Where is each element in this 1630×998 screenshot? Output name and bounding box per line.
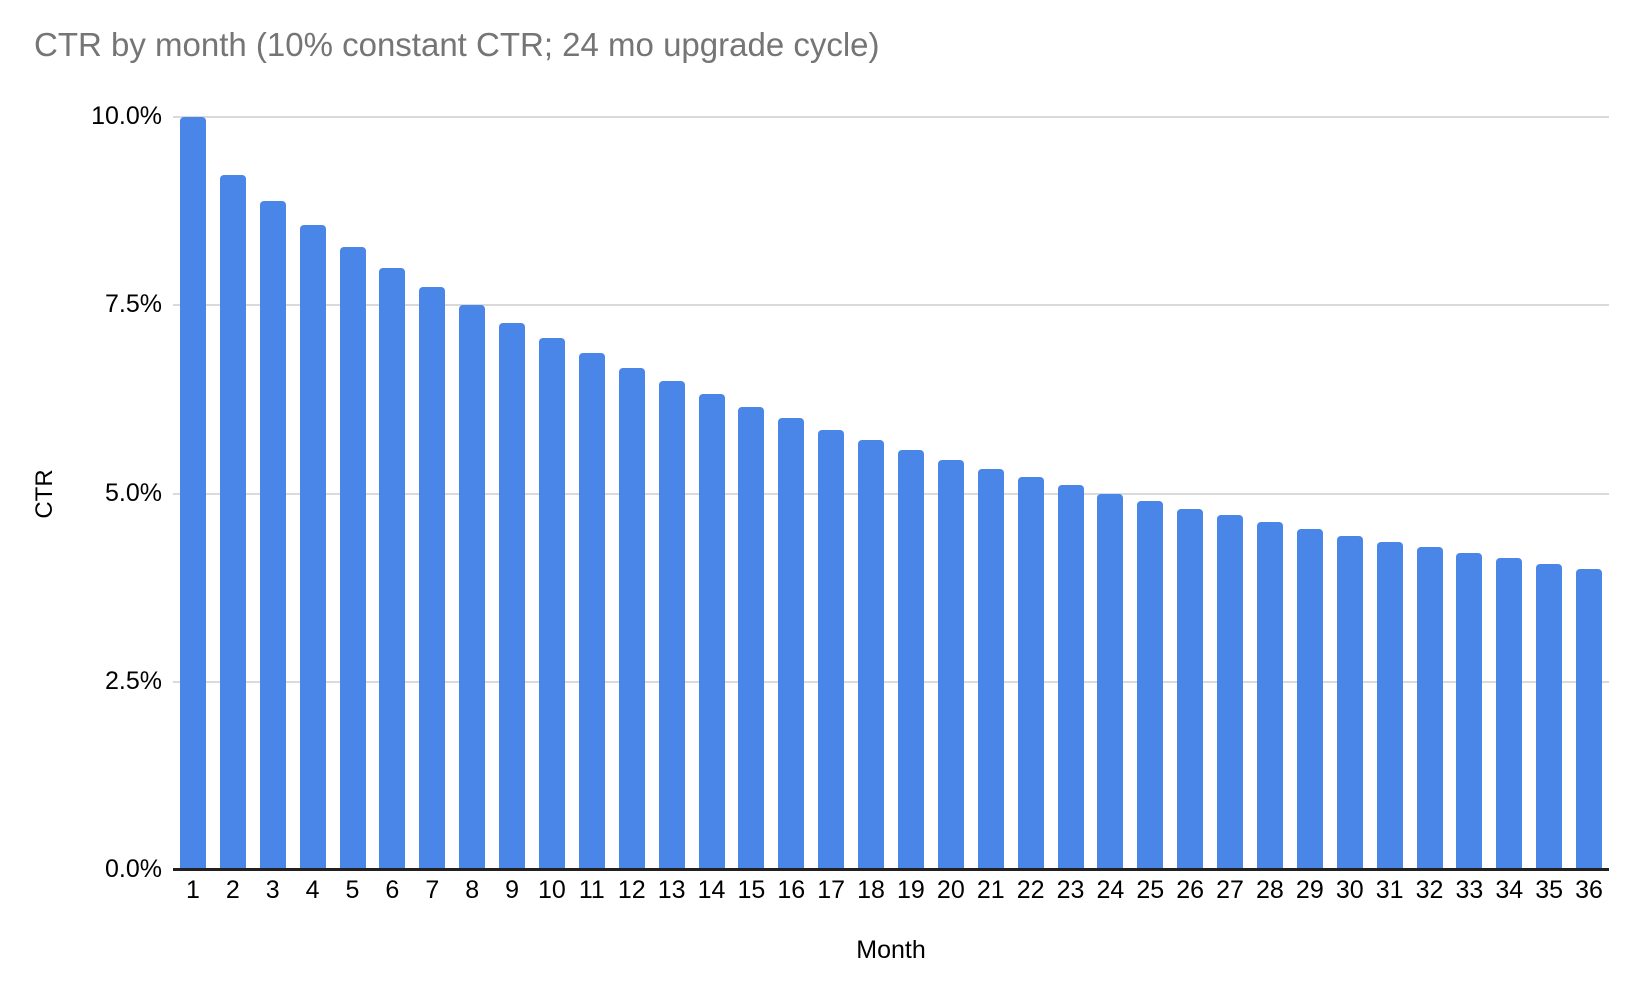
x-tick-label: 4 [305, 876, 320, 904]
bar-month-9[interactable] [499, 322, 526, 870]
x-tick-label: 9 [505, 876, 519, 904]
bar-month-34[interactable] [1496, 558, 1523, 870]
chart-title: CTR by month (10% constant CTR; 24 mo up… [34, 26, 880, 63]
gridline-2.5% [173, 680, 1609, 683]
x-axis-title: Month [856, 936, 926, 964]
bar-month-16[interactable] [778, 418, 805, 870]
bar-month-29[interactable] [1296, 528, 1323, 870]
x-tick-label: 18 [857, 876, 885, 904]
gridline-7.5% [173, 304, 1609, 307]
bar-month-32[interactable] [1416, 546, 1443, 870]
bar-month-24[interactable] [1097, 493, 1124, 870]
x-tick-label: 11 [578, 876, 605, 904]
x-tick-label: 30 [1335, 876, 1364, 904]
x-tick-label: 8 [465, 876, 480, 904]
bar-month-23[interactable] [1057, 485, 1084, 870]
x-tick-label: 3 [265, 876, 280, 904]
bar-month-8[interactable] [459, 305, 486, 870]
y-tick-label: 10.0% [91, 102, 162, 130]
bar-month-15[interactable] [738, 406, 765, 870]
gridline-5.0% [173, 492, 1609, 495]
x-tick-label: 36 [1575, 876, 1603, 904]
bar-month-28[interactable] [1256, 522, 1283, 870]
x-tick-label: 15 [737, 876, 766, 904]
x-axis-baseline [173, 868, 1609, 871]
bar-month-26[interactable] [1177, 508, 1204, 870]
x-tick-label: 5 [345, 876, 360, 904]
bar-month-5[interactable] [339, 246, 366, 870]
bar-month-19[interactable] [897, 449, 924, 870]
x-tick-label: 2 [225, 876, 240, 904]
x-tick-label: 29 [1295, 876, 1324, 904]
x-tick-label: 27 [1216, 876, 1244, 904]
x-tick-label: 22 [1016, 876, 1045, 904]
x-tick-label: 26 [1176, 876, 1205, 904]
x-tick-label: 23 [1056, 876, 1085, 904]
x-tick-label: 19 [897, 876, 925, 904]
x-tick-label: 14 [697, 876, 726, 904]
x-tick-label: 31 [1375, 876, 1404, 904]
x-tick-label: 17 [817, 876, 846, 904]
x-tick-label: 10 [538, 876, 566, 904]
bar-month-27[interactable] [1217, 515, 1244, 870]
x-tick-label: 21 [976, 876, 1005, 904]
x-tick-label: 32 [1415, 876, 1444, 904]
y-tick-label: 0.0% [105, 855, 162, 883]
x-tick-label: 7 [425, 876, 440, 904]
bar-month-22[interactable] [1017, 476, 1044, 870]
bar-month-1[interactable] [179, 117, 206, 870]
x-tick-label: 28 [1256, 876, 1284, 904]
bar-month-21[interactable] [977, 468, 1004, 870]
x-tick-label: 20 [936, 876, 965, 904]
y-tick-label: 7.5% [105, 290, 162, 319]
bar-month-13[interactable] [658, 381, 685, 870]
bar-month-14[interactable] [698, 394, 725, 870]
plot-area [173, 116, 1609, 871]
bar-month-3[interactable] [259, 200, 286, 870]
x-tick-label: 35 [1535, 876, 1564, 904]
bar-month-25[interactable] [1137, 501, 1164, 870]
x-tick-label: 6 [385, 876, 400, 904]
bar-month-18[interactable] [858, 440, 885, 870]
bar-month-6[interactable] [379, 267, 406, 870]
bar-month-36[interactable] [1576, 568, 1603, 870]
x-tick-label: 25 [1136, 876, 1165, 904]
x-tick-label: 12 [617, 876, 646, 904]
x-tick-label: 13 [657, 876, 686, 904]
x-tick-label: 1 [185, 876, 200, 904]
bar-month-33[interactable] [1456, 553, 1483, 870]
bar-month-17[interactable] [818, 429, 845, 870]
bar-month-4[interactable] [299, 224, 326, 870]
gridline-10.0% [173, 116, 1609, 118]
y-tick-label: 2.5% [105, 666, 162, 695]
x-tick-label: 16 [777, 876, 806, 904]
bar-month-31[interactable] [1376, 541, 1403, 870]
bar-month-12[interactable] [618, 367, 645, 870]
x-tick-label: 34 [1495, 876, 1524, 904]
y-tick-label: 5.0% [105, 478, 162, 507]
bar-month-11[interactable] [578, 353, 605, 870]
bar-month-20[interactable] [937, 459, 964, 870]
x-tick-label: 33 [1455, 876, 1484, 904]
bar-month-35[interactable] [1536, 563, 1563, 870]
bar-month-10[interactable] [538, 338, 565, 870]
bar-month-30[interactable] [1336, 535, 1363, 870]
x-tick-label: 24 [1096, 876, 1125, 904]
bar-month-7[interactable] [419, 287, 446, 870]
bar-month-2[interactable] [219, 174, 246, 870]
